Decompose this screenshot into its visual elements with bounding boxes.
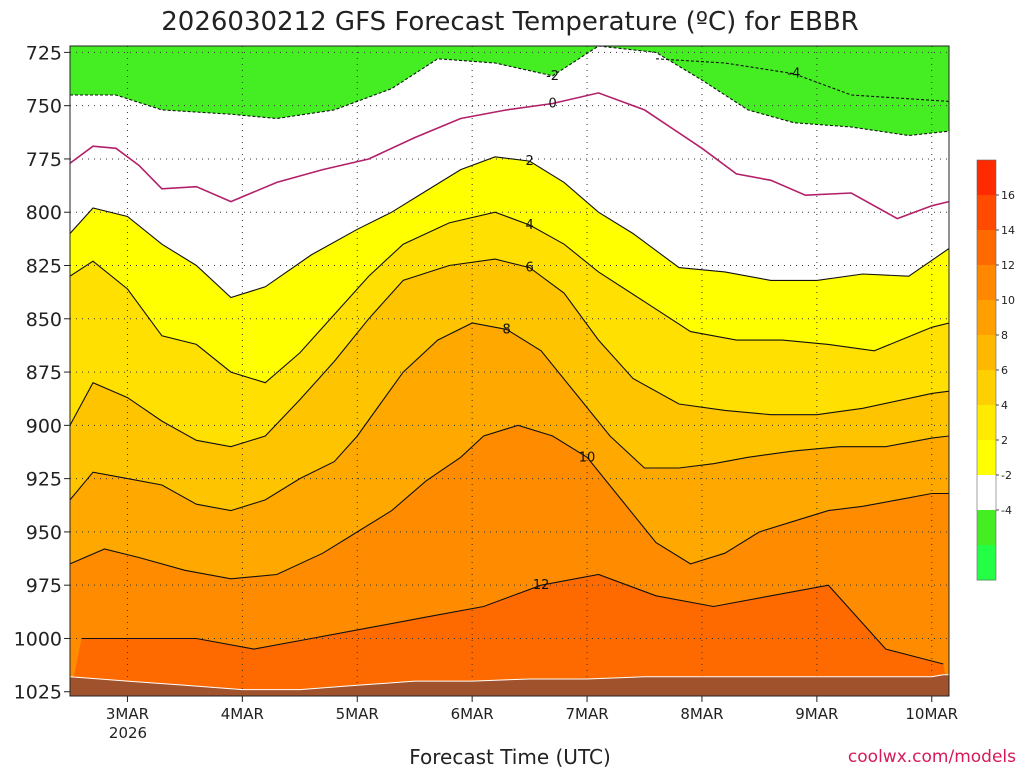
contour-label: 12 [533,578,550,593]
x-axis-label: Forecast Time (UTC) [409,745,611,768]
y-tick-label: 825 [26,256,62,278]
colorbar-label: 4 [1001,399,1008,412]
y-axis: 725 750 775 800 825 850 875 900 925 950 975 1000 102… [14,42,70,704]
contour-band [70,574,949,696]
contour-label: 0 [548,97,556,112]
colorbar-label: 16 [1001,189,1015,202]
colorbar-label: 12 [1001,259,1015,272]
y-tick-label: 1025 [14,682,62,704]
ground-surface [70,674,949,696]
colorbar-swatch [977,265,996,301]
plot-frame [69,45,950,697]
contour-line [81,573,944,665]
cold-band [70,46,949,136]
x-tick-label: 10MAR [905,705,958,723]
contour-label: 8 [502,322,510,337]
y-tick-label: 900 [26,415,62,437]
contour-line [70,156,949,299]
x-tick-label: 7MAR [565,705,608,723]
colorbar-swatch [977,370,996,406]
x-tick-label: 6MAR [451,705,494,723]
colorbar-swatch [977,405,996,441]
contour-label: 10 [579,450,596,465]
colorbar-swatch [977,195,996,231]
colorbar-label: -4 [1001,504,1012,517]
colorbar-swatch [977,230,996,266]
x-tick-label: 5MAR [336,705,379,723]
contour-line [70,211,949,384]
contour-line [70,258,949,448]
grid-layer [70,46,949,696]
y-tick-label: 775 [26,149,62,171]
x-axis: 3MAR 4MAR 5MAR 6MAR 7MAR 8MAR 9MAR 10MAR [106,696,958,723]
y-tick-label: 850 [26,309,62,331]
contour-label: -4 [787,67,800,82]
colorbar-label: 2 [1001,434,1008,447]
chart-title: 2026030212 GFS Forecast Temperature (ºC)… [161,7,858,37]
contour-line [70,92,949,220]
colorbar-swatch [977,545,996,581]
colorbar-swatch [977,300,996,336]
x-tick-label: 4MAR [221,705,264,723]
colorbar-label: 10 [1001,294,1015,307]
x-axis-year: 2026 [109,724,147,742]
y-tick-label: 950 [26,522,62,544]
contour-label: 2 [525,154,533,169]
y-tick-label: 750 [26,96,62,118]
x-tick-label: 9MAR [795,705,838,723]
y-tick-label: 975 [26,575,62,597]
x-tick-label: 3MAR [106,705,149,723]
x-tick-label: 8MAR [680,705,723,723]
contour-label: -2 [546,69,559,84]
y-tick-label: 800 [26,202,62,224]
colorbar-label: 6 [1001,364,1008,377]
colorbar-label: 14 [1001,224,1015,237]
y-tick-label: 875 [26,362,62,384]
colorbar-swatch [977,475,996,511]
plot-area: -4 -2 0 2 4 6 8 10 12 [70,46,949,696]
contour-fill-layer [70,46,949,696]
y-tick-label: 1000 [14,628,62,650]
contour-line [70,46,949,137]
colorbar-swatch [977,510,996,546]
colorbar-label: -2 [1001,469,1012,482]
credit-link[interactable]: coolwx.com/models [848,747,1016,767]
y-tick-label: 725 [26,42,62,64]
contour-label-layer: -4 -2 0 2 4 6 8 10 12 [502,67,800,593]
contour-label: 4 [525,218,533,233]
colorbar-label: 8 [1001,329,1008,342]
colorbar-swatch [977,160,996,196]
contour-label: 6 [525,261,533,276]
y-tick-label: 925 [26,469,62,491]
contour-line [70,424,949,580]
colorbar-swatch [977,335,996,371]
colorbar-swatch [977,440,996,476]
contour-line [655,58,949,102]
contour-line [70,322,949,512]
colorbar: 16 14 12 10 8 6 4 2 -2 -4 [976,159,1015,581]
contour-layer [70,46,949,665]
